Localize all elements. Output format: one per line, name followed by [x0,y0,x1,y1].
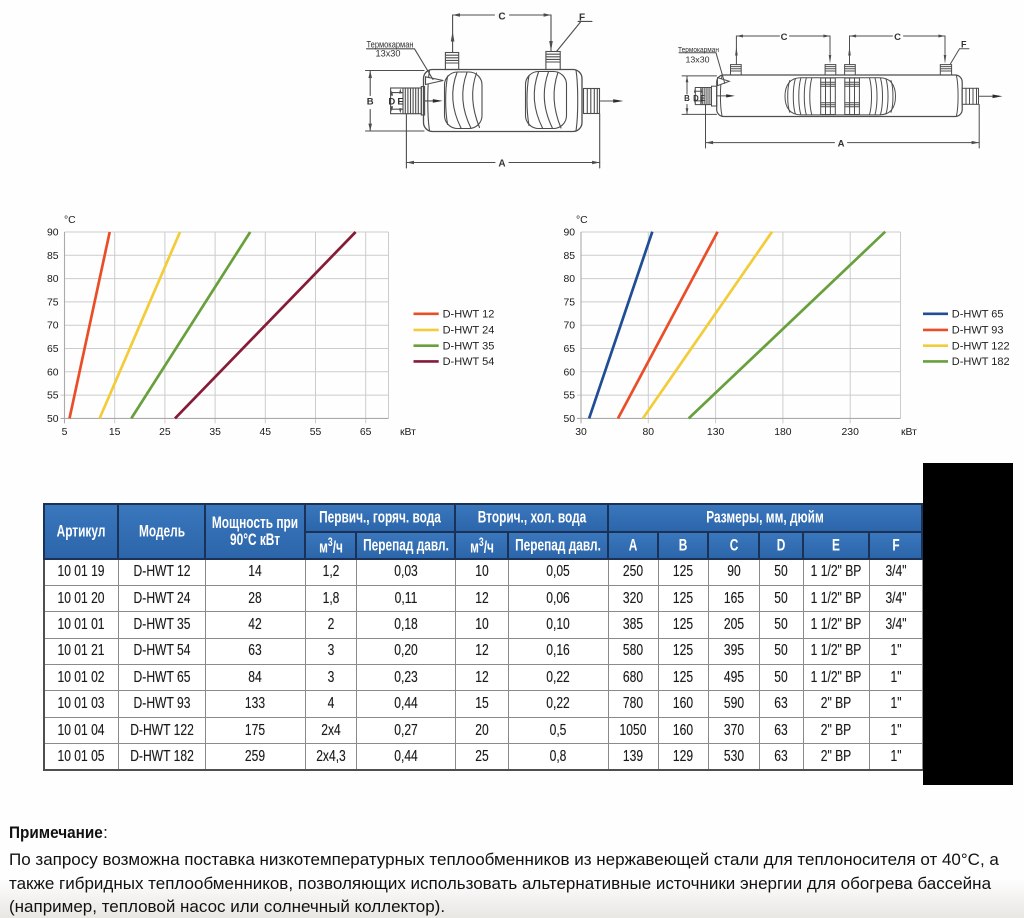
svg-text:D: D [693,94,699,103]
svg-text:C: C [498,11,505,22]
svg-text:85: 85 [47,251,59,262]
svg-text:F: F [579,13,585,24]
svg-text:D-HWT 122: D-HWT 122 [952,341,1010,353]
svg-text:45: 45 [260,427,272,438]
svg-text:90: 90 [563,228,575,239]
svg-text:15: 15 [109,427,121,438]
svg-text:65: 65 [563,344,575,355]
svg-text:A: A [838,138,845,149]
svg-text:85: 85 [563,251,575,262]
svg-text:50: 50 [47,414,59,425]
svg-text:Термокарман: Термокарман [367,40,414,50]
svg-text:130: 130 [707,427,725,438]
svg-text:D-HWT 24: D-HWT 24 [443,325,495,337]
svg-text:°C: °C [576,215,588,226]
svg-text:A: A [498,158,505,169]
svg-text:C: C [894,32,901,43]
svg-text:90: 90 [47,228,59,239]
svg-text:5: 5 [62,427,68,438]
svg-text:65: 65 [360,427,372,438]
svg-text:E: E [700,94,705,103]
svg-text:65: 65 [47,344,59,355]
svg-text:75: 75 [47,297,59,308]
svg-text:B: B [684,94,690,103]
svg-text:кВт: кВт [901,427,917,438]
svg-text:D-HWT 54: D-HWT 54 [443,356,495,368]
svg-text:Термокарман: Термокарман [678,47,719,54]
svg-text:кВт: кВт [400,427,416,438]
svg-text:60: 60 [47,367,59,378]
svg-text:70: 70 [563,321,575,332]
svg-text:D-HWT 93: D-HWT 93 [952,325,1004,337]
svg-text:D-HWT 65: D-HWT 65 [952,309,1004,321]
svg-text:F: F [961,40,967,50]
svg-text:25: 25 [159,427,171,438]
svg-text:80: 80 [563,274,575,285]
svg-text:D-HWT 12: D-HWT 12 [443,309,495,321]
svg-text:80: 80 [643,427,655,438]
svg-text:180: 180 [774,427,792,438]
svg-text:50: 50 [563,414,575,425]
svg-text:75: 75 [563,297,575,308]
svg-text:60: 60 [563,367,575,378]
svg-text:30: 30 [575,427,587,438]
svg-text:55: 55 [563,391,575,402]
svg-text:D-HWT 35: D-HWT 35 [443,341,495,353]
svg-text:230: 230 [842,427,860,438]
svg-text:D: D [388,96,395,107]
svg-text:B: B [367,97,374,108]
svg-text:70: 70 [47,321,59,332]
svg-text:13х30: 13х30 [376,49,401,59]
svg-text:55: 55 [310,427,322,438]
svg-text:°C: °C [64,215,76,226]
svg-text:C: C [781,32,788,43]
svg-text:E: E [397,96,403,107]
svg-text:80: 80 [47,274,59,285]
svg-text:13х30: 13х30 [686,55,710,65]
svg-text:55: 55 [47,391,59,402]
svg-text:D-HWT 182: D-HWT 182 [952,356,1010,368]
svg-text:35: 35 [209,427,221,438]
